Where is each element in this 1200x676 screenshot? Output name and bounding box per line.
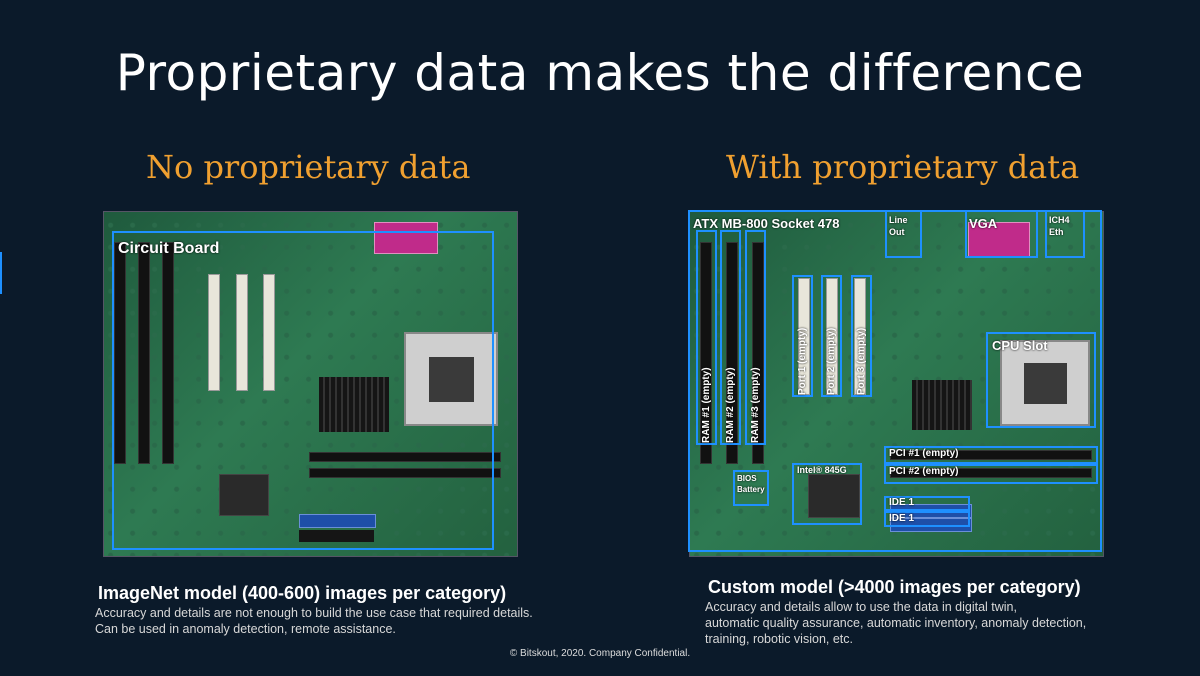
ram2-box — [720, 230, 741, 445]
agp-slot — [309, 468, 501, 478]
ich4-box — [1045, 210, 1085, 258]
port2-label: Port 2 (empty) — [826, 327, 837, 395]
vga-label: VGA — [969, 216, 998, 231]
left-motherboard-image — [103, 211, 518, 557]
pci-slot — [826, 278, 838, 395]
ram1-box — [696, 230, 717, 445]
ram-slot — [114, 242, 126, 464]
port1-label: Port 1 (empty) — [797, 327, 808, 395]
slide-title: Proprietary data makes the difference — [115, 44, 1085, 102]
ide-connector — [299, 530, 374, 542]
left-heading: No proprietary data — [146, 148, 471, 186]
pci1-label: PCI #1 (empty) — [889, 448, 959, 459]
pci-slot — [854, 278, 866, 395]
ide1a-box — [884, 496, 970, 511]
right-caption-title: Custom model (>4000 images per category) — [708, 577, 1081, 597]
right-caption-line-3: training, robotic vision, etc. — [705, 632, 853, 646]
intel-chip-label: Intel® 845G — [797, 465, 847, 475]
ide-connector — [299, 514, 376, 528]
bios-battery-label: BIOS Battery — [737, 474, 765, 494]
right-motherboard-image — [689, 211, 1104, 557]
pci2-label: PCI #2 (empty) — [889, 466, 959, 477]
board-model-label: ATX MB-800 Socket 478 — [693, 216, 840, 231]
port2-box — [821, 275, 842, 397]
intel-chip-box — [792, 463, 862, 525]
cpu-socket — [404, 332, 498, 426]
right-caption-line-1: Accuracy and details allow to use the da… — [705, 600, 1017, 614]
vga-box — [965, 210, 1038, 258]
vga-port — [374, 222, 438, 254]
vga-port — [968, 222, 1030, 258]
chipset — [219, 474, 269, 516]
bios-battery-box — [733, 470, 769, 506]
ram2-label: RAM #2 (empty) — [725, 367, 736, 443]
right-caption-line-2: automatic quality assurance, automatic i… — [705, 616, 1087, 630]
ram3-box — [745, 230, 766, 445]
ram-slot — [700, 242, 712, 464]
ide1b-box — [884, 511, 970, 527]
ram-slot — [752, 242, 764, 464]
circuit-board-box — [112, 231, 494, 550]
port3-box — [851, 275, 872, 397]
port3-label: Port 3 (empty) — [856, 327, 867, 395]
ram-slot — [726, 242, 738, 464]
left-caption-line-2: Can be used in anomaly detection, remote… — [95, 622, 396, 636]
ram3-label: RAM #3 (empty) — [750, 367, 761, 443]
pci1-box — [884, 446, 1098, 464]
circuit-board-label: Circuit Board — [118, 240, 220, 257]
cpu-socket — [1000, 340, 1090, 426]
pci-slot — [263, 274, 275, 391]
ram1-label: RAM #1 (empty) — [701, 367, 712, 443]
left-caption-line-1: Accuracy and details are not enough to b… — [95, 606, 533, 620]
agp-slot — [890, 450, 1092, 460]
agp-slot — [890, 468, 1092, 478]
ide1a-label: IDE 1 — [889, 497, 915, 508]
ide1b-label: IDE 1 — [889, 513, 915, 524]
right-heading: With proprietary data — [726, 148, 1080, 186]
cpu-slot-label: CPU Slot — [992, 338, 1048, 353]
pci-slot — [236, 274, 248, 391]
line-out-label: Line Out — [889, 215, 908, 237]
agp-slot — [309, 452, 501, 462]
pci-slot — [208, 274, 220, 391]
chipset — [808, 474, 860, 518]
pci2-box — [884, 464, 1098, 484]
pci-slot — [798, 278, 810, 395]
cpu-slot-box — [986, 332, 1096, 428]
slide-edge-marker — [0, 252, 2, 294]
heatsink — [319, 377, 389, 432]
heatsink — [912, 380, 972, 430]
port1-box — [792, 275, 813, 397]
line-out-box — [885, 210, 922, 258]
copyright-footer: © Bitskout, 2020. Company Confidential. — [509, 648, 691, 659]
ram-slot — [138, 242, 150, 464]
left-caption-title: ImageNet model (400-600) images per cate… — [98, 583, 507, 603]
ram-slot — [162, 242, 174, 464]
ich4-label: ICH4 Eth — [1049, 215, 1070, 237]
